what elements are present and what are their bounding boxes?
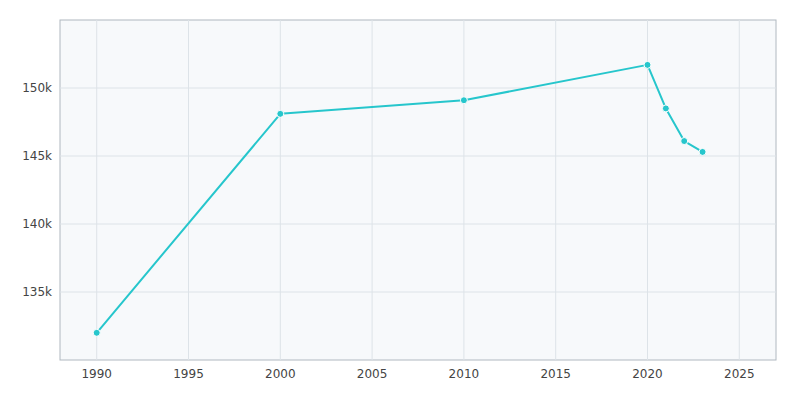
grid-line <box>555 20 556 360</box>
x-tick-label: 2000 <box>265 367 296 381</box>
tick-labels: 135k 140k 145k 150k 1990 1995 2000 2005 2010 2015… <box>22 81 754 382</box>
y-tick-label: 135k <box>22 285 52 299</box>
chart: 135k 140k 145k 150k 1990 1995 2000 2005 2010 2015… <box>0 0 800 400</box>
grid-line <box>463 20 464 360</box>
point <box>93 329 100 336</box>
point <box>644 61 651 68</box>
point <box>699 148 706 155</box>
point <box>277 110 284 117</box>
grid-line <box>739 20 740 360</box>
grid-line <box>96 20 97 360</box>
point <box>460 97 467 104</box>
point <box>662 105 669 112</box>
grid-line <box>280 20 281 360</box>
x-tick-label: 1995 <box>173 367 204 381</box>
grid-line <box>60 88 776 89</box>
line <box>97 65 703 333</box>
series <box>93 61 706 336</box>
x-tick-label: 2015 <box>540 367 571 381</box>
grid-line <box>372 20 373 360</box>
y-tick-label: 150k <box>22 81 52 95</box>
x-tick-label: 1990 <box>81 367 112 381</box>
x-tick-label: 2010 <box>449 367 480 381</box>
grid-line <box>60 292 776 293</box>
x-tick-label: 2025 <box>724 367 755 381</box>
point <box>681 138 688 145</box>
y-tick-label: 140k <box>22 217 52 231</box>
grid-line <box>60 224 776 225</box>
y-tick-label: 145k <box>22 149 52 163</box>
grid-line <box>647 20 648 360</box>
grid-line <box>60 156 776 157</box>
x-tick-label: 2020 <box>632 367 663 381</box>
plot-frame <box>60 20 776 360</box>
grid-line <box>188 20 189 360</box>
x-tick-label: 2005 <box>357 367 388 381</box>
grid <box>60 20 776 360</box>
